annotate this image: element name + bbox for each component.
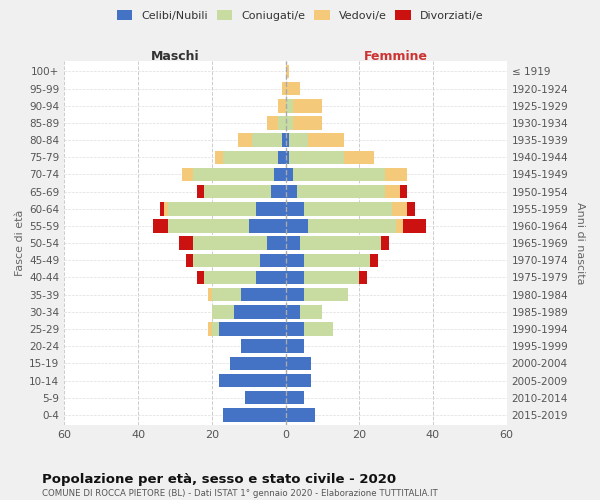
Bar [205, 271, 256, 284]
Bar [396, 220, 403, 232]
Bar [167, 202, 256, 215]
Bar [304, 288, 348, 302]
Bar [153, 220, 167, 232]
Bar [286, 288, 304, 302]
Bar [278, 116, 286, 130]
Bar [167, 220, 248, 232]
Bar [286, 236, 300, 250]
Bar [278, 150, 286, 164]
Bar [385, 185, 400, 198]
Bar [286, 202, 304, 215]
Y-axis label: Anni di nascita: Anni di nascita [575, 202, 585, 284]
Bar [223, 408, 286, 422]
Bar [256, 202, 286, 215]
Bar [382, 236, 389, 250]
Bar [253, 134, 282, 147]
Bar [215, 150, 223, 164]
Bar [296, 185, 385, 198]
Bar [286, 374, 311, 387]
Bar [179, 236, 193, 250]
Bar [286, 254, 304, 267]
Bar [344, 150, 374, 164]
Bar [286, 391, 304, 404]
Bar [234, 305, 286, 318]
Bar [182, 168, 193, 181]
Bar [248, 220, 286, 232]
Bar [230, 356, 286, 370]
Bar [403, 220, 425, 232]
Bar [286, 168, 293, 181]
Bar [400, 185, 407, 198]
Bar [392, 202, 407, 215]
Bar [212, 305, 234, 318]
Legend: Celibi/Nubili, Coniugati/e, Vedovi/e, Divorziati/e: Celibi/Nubili, Coniugati/e, Vedovi/e, Di… [112, 6, 488, 25]
Bar [289, 150, 344, 164]
Bar [260, 254, 286, 267]
Bar [304, 202, 392, 215]
Bar [286, 356, 311, 370]
Bar [245, 391, 286, 404]
Bar [193, 254, 260, 267]
Bar [267, 236, 286, 250]
Bar [208, 322, 212, 336]
Bar [286, 99, 293, 112]
Text: Femmine: Femmine [364, 50, 428, 63]
Bar [256, 271, 286, 284]
Bar [271, 185, 286, 198]
Bar [370, 254, 377, 267]
Bar [267, 116, 278, 130]
Bar [286, 116, 293, 130]
Bar [241, 288, 286, 302]
Bar [300, 305, 322, 318]
Bar [197, 271, 205, 284]
Bar [212, 288, 241, 302]
Bar [186, 254, 193, 267]
Bar [219, 322, 286, 336]
Bar [289, 134, 308, 147]
Bar [278, 99, 286, 112]
Bar [205, 185, 271, 198]
Bar [308, 220, 396, 232]
Bar [286, 134, 289, 147]
Text: COMUNE DI ROCCA PIETORE (BL) - Dati ISTAT 1° gennaio 2020 - Elaborazione TUTTITA: COMUNE DI ROCCA PIETORE (BL) - Dati ISTA… [42, 489, 438, 498]
Bar [160, 202, 164, 215]
Bar [241, 340, 286, 353]
Bar [286, 65, 289, 78]
Bar [293, 168, 385, 181]
Bar [308, 134, 344, 147]
Bar [282, 82, 286, 96]
Bar [286, 185, 296, 198]
Bar [359, 271, 367, 284]
Bar [212, 322, 219, 336]
Text: Maschi: Maschi [151, 50, 199, 63]
Bar [286, 408, 315, 422]
Bar [304, 271, 359, 284]
Bar [193, 236, 267, 250]
Bar [208, 288, 212, 302]
Bar [304, 322, 334, 336]
Bar [286, 82, 300, 96]
Bar [238, 134, 253, 147]
Bar [304, 254, 370, 267]
Bar [286, 220, 308, 232]
Bar [286, 322, 304, 336]
Bar [219, 374, 286, 387]
Bar [286, 340, 304, 353]
Bar [282, 134, 286, 147]
Bar [223, 150, 278, 164]
Bar [286, 271, 304, 284]
Bar [293, 116, 322, 130]
Text: Popolazione per età, sesso e stato civile - 2020: Popolazione per età, sesso e stato civil… [42, 472, 396, 486]
Bar [164, 202, 167, 215]
Bar [193, 168, 274, 181]
Y-axis label: Fasce di età: Fasce di età [15, 210, 25, 276]
Bar [300, 236, 382, 250]
Bar [407, 202, 415, 215]
Bar [274, 168, 286, 181]
Bar [197, 185, 205, 198]
Bar [385, 168, 407, 181]
Bar [286, 305, 300, 318]
Bar [293, 99, 322, 112]
Bar [286, 150, 289, 164]
